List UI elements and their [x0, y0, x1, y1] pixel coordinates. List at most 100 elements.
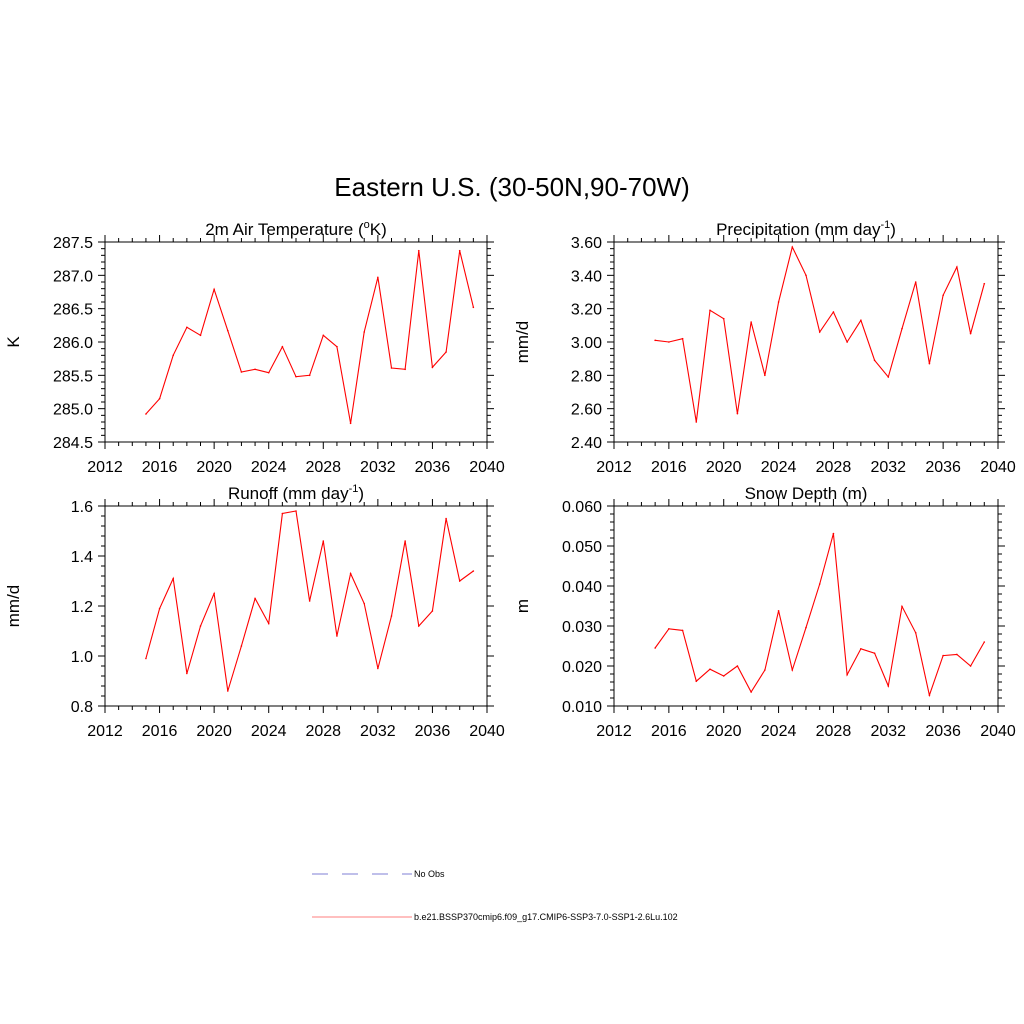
- y-tick-label: 3.20: [571, 302, 602, 319]
- x-tick-label: 2028: [816, 459, 852, 476]
- x-tick-label: 2032: [870, 723, 906, 740]
- y-tick-label: 0.8: [71, 699, 93, 716]
- data-point: [254, 597, 256, 600]
- data-point: [860, 319, 862, 322]
- panel-title: Runoff (mm day-1): [228, 483, 364, 503]
- data-point: [472, 570, 475, 572]
- legend-run-label: b.e21.BSSP370cmip6.f09_g17.CMIP6-SSP3-7.…: [414, 912, 678, 922]
- data-point: [145, 413, 147, 415]
- data-point: [914, 632, 917, 634]
- x-tick-label: 2036: [925, 723, 961, 740]
- x-tick-label: 2036: [925, 459, 961, 476]
- data-point: [901, 327, 903, 330]
- data-point: [928, 694, 931, 696]
- data-point: [145, 657, 147, 660]
- data-point: [254, 368, 256, 371]
- data-point: [417, 625, 420, 627]
- x-tick-label: 2040: [469, 459, 505, 476]
- y-tick-label: 1.6: [71, 499, 93, 516]
- data-point: [281, 345, 284, 348]
- data-point: [805, 274, 807, 277]
- data-point: [914, 281, 917, 283]
- data-point: [390, 615, 393, 617]
- data-point: [969, 665, 972, 667]
- data-point: [404, 540, 406, 542]
- y-tick-label: 285.5: [53, 368, 93, 385]
- data-point: [336, 635, 338, 637]
- data-point: [363, 602, 366, 605]
- panel-runoff: 2012 2016 2020 2024 2028 2032 2036 2040 0.8 1.0 1.…: [4, 483, 505, 740]
- data-point: [445, 351, 447, 353]
- data-point: [860, 648, 862, 650]
- data-point: [267, 622, 270, 625]
- data-point: [764, 669, 766, 671]
- data-point: [832, 532, 835, 535]
- plot-frame: [613, 505, 999, 707]
- data-point: [846, 341, 848, 343]
- data-point: [983, 282, 986, 285]
- data-point: [791, 669, 794, 671]
- x-tick-label: 2028: [305, 459, 341, 476]
- y-axis-label: mm/d: [4, 585, 23, 628]
- data-point: [668, 628, 670, 630]
- legend: No Obs b.e21.BSSP370cmip6.f09_g17.CMIP6-…: [312, 869, 678, 922]
- data-point: [172, 577, 175, 580]
- data-point: [736, 412, 739, 415]
- data-point: [887, 376, 890, 378]
- x-tick-label: 2024: [251, 459, 287, 476]
- y-tick-label: 0.040: [562, 579, 602, 596]
- data-point: [654, 647, 656, 649]
- plot-frame: [613, 241, 999, 443]
- x-tick-label: 2040: [980, 459, 1016, 476]
- data-point: [805, 626, 807, 629]
- y-axis-label: mm/d: [513, 321, 532, 364]
- data-point: [431, 610, 434, 612]
- panel-title: 2m Air Temperature (oK): [205, 219, 387, 239]
- x-tick-label: 2012: [87, 723, 123, 740]
- data-point: [983, 641, 986, 643]
- data-point: [942, 654, 944, 657]
- y-axis-label: m: [513, 599, 532, 613]
- x-tick-label: 2036: [415, 459, 451, 476]
- data-point: [308, 600, 311, 602]
- y-tick-label: 2.40: [571, 435, 602, 452]
- data-point: [431, 366, 434, 369]
- data-point: [750, 691, 752, 693]
- data-point: [791, 246, 794, 248]
- data-point: [240, 371, 243, 373]
- data-point: [390, 367, 393, 369]
- data-point: [322, 334, 325, 337]
- figure-title: Eastern U.S. (30-50N,90-70W): [334, 172, 689, 202]
- x-tick-label: 2032: [360, 723, 396, 740]
- data-point: [818, 583, 821, 585]
- data-point: [322, 540, 325, 542]
- data-point: [681, 337, 684, 340]
- x-tick-label: 2032: [360, 459, 396, 476]
- panel-title: Precipitation (mm day-1): [716, 219, 896, 239]
- data-point: [969, 332, 972, 335]
- data-point: [942, 294, 944, 297]
- data-point: [199, 334, 202, 337]
- y-tick-label: 1.4: [71, 549, 93, 566]
- y-tick-label: 285.0: [53, 402, 93, 419]
- data-point: [472, 306, 475, 309]
- data-point: [213, 288, 215, 291]
- data-point: [226, 329, 229, 332]
- x-tick-label: 2024: [251, 723, 287, 740]
- y-tick-label: 286.0: [53, 335, 93, 352]
- data-point: [736, 665, 739, 667]
- data-point: [695, 421, 698, 423]
- data-point: [818, 331, 821, 333]
- data-point: [709, 309, 711, 312]
- data-point: [172, 354, 175, 357]
- y-tick-label: 284.5: [53, 435, 93, 452]
- x-tick-label: 2024: [761, 459, 797, 476]
- data-point: [458, 249, 461, 252]
- y-tick-label: 3.00: [571, 335, 602, 352]
- data-point: [709, 668, 711, 670]
- legend-no-obs-label: No Obs: [414, 869, 445, 879]
- y-tick-label: 0.030: [562, 619, 602, 636]
- x-tick-label: 2028: [816, 723, 852, 740]
- x-tick-label: 2024: [761, 723, 797, 740]
